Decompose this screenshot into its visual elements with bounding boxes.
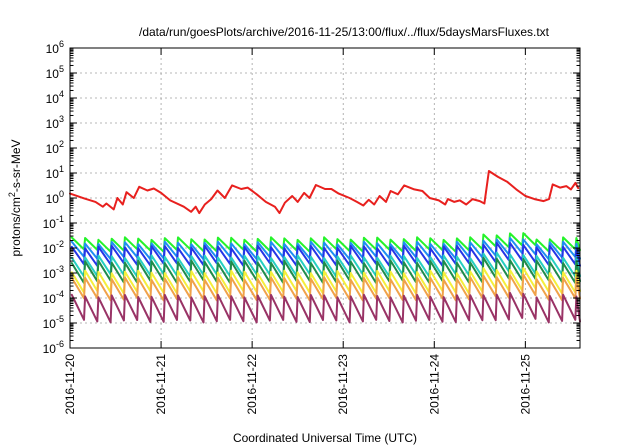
series-line-6: [70, 256, 581, 285]
y-tick-label: 10-4: [43, 289, 64, 306]
y-tick-label: 10-5: [43, 314, 64, 331]
y-tick-label: 100: [46, 189, 64, 206]
series-line-7: [70, 267, 581, 295]
series-line-8: [70, 273, 581, 302]
x-tick-label: 2016-11-24: [427, 354, 441, 415]
y-tick-label: 105: [46, 64, 64, 81]
y-axis-label: protons/cm2-s-sr-MeV: [7, 139, 23, 256]
y-tick-label: 106: [46, 39, 64, 56]
y-tick-label: 10-2: [43, 239, 64, 256]
grid: [70, 48, 580, 348]
y-tick-label: 104: [46, 89, 64, 106]
x-axis: 2016-11-20 2016-11-21 2016-11-22 2016-11-23…: [63, 48, 532, 415]
series-line-1: [69, 170, 580, 215]
y-tick-label: 10-1: [43, 214, 64, 231]
x-axis-label: Coordinated Universal Time (UTC): [233, 431, 417, 445]
y-tick-label: 10-3: [43, 264, 64, 281]
chart-title: /data/run/goesPlots/archive/2016-11-25/1…: [139, 25, 550, 39]
x-tick-label: 2016-11-23: [336, 354, 350, 415]
series-line-3: [70, 237, 581, 261]
series-layer: [69, 170, 581, 324]
x-tick-label: 2016-11-20: [63, 354, 77, 415]
y-tick-label: 10-6: [43, 339, 64, 356]
y-tick-label: 101: [46, 164, 64, 181]
y-tick-label: 103: [46, 114, 64, 131]
x-tick-label: 2016-11-25: [518, 354, 532, 415]
y-axis: 10-6 10-5 10-4 10-3 10-2 10-1 100 101 102 103 104 1…: [43, 39, 580, 356]
x-tick-label: 2016-11-21: [154, 354, 168, 415]
series-line-4: [70, 241, 581, 267]
series-line-5: [70, 251, 581, 278]
series-line-2: [70, 232, 581, 253]
series-line-9: [70, 291, 581, 324]
y-tick-label: 102: [46, 139, 64, 156]
x-tick-label: 2016-11-22: [245, 354, 259, 415]
